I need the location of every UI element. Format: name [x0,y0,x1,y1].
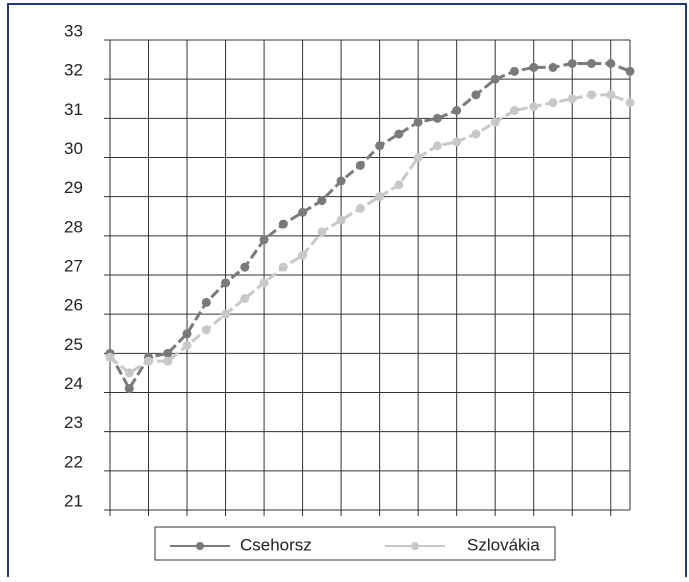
y-tick-label: 24 [64,374,83,393]
y-tick-label: 27 [64,256,83,275]
point [471,129,481,139]
point [355,160,365,170]
point [490,74,500,84]
point [336,215,346,225]
y-tick-label: 23 [64,413,83,432]
point [567,94,577,104]
point [471,90,481,100]
point [163,348,173,358]
point [413,153,423,162]
point [144,356,154,366]
point [375,141,385,151]
point [606,59,616,68]
point [259,278,269,288]
y-tick-label: 30 [64,139,83,158]
point [278,219,288,229]
point [298,250,308,260]
y-tick-label: 32 [64,61,83,80]
point [529,102,539,112]
point [182,341,192,350]
point [336,176,346,186]
y-tick-label: 29 [64,178,83,197]
point [278,262,288,272]
point [221,309,231,319]
point [201,325,211,335]
point [586,90,596,100]
point [625,98,635,108]
point [413,117,423,127]
legend [154,526,556,561]
point [432,141,442,151]
point [201,297,211,307]
point [490,117,500,127]
point [529,62,539,72]
point [259,235,269,245]
point [317,227,327,237]
point [163,356,173,366]
point [394,180,404,190]
point [452,106,462,115]
y-tick-label: 31 [64,100,83,119]
legend-label: Csehorsz [240,535,312,554]
legend-marker [411,542,419,550]
point [394,129,404,139]
y-tick-label: 22 [64,452,83,471]
y-tick-label: 28 [64,217,83,236]
point [548,62,558,72]
point [509,106,519,115]
point [432,113,442,123]
series-line [109,93,631,375]
point [124,384,134,394]
y-tick-label: 33 [64,21,83,40]
point [124,368,134,378]
point [317,196,327,206]
legend-label: Szlovákia [467,535,540,554]
point [182,329,192,339]
point [625,66,635,76]
point [586,59,596,68]
y-tick-label: 21 [64,491,83,510]
point [452,137,462,147]
point [240,262,250,272]
point [375,192,385,202]
point [509,66,519,76]
y-tick-label: 25 [64,335,83,354]
point [221,278,231,288]
point [240,294,250,303]
legend-marker [196,542,204,550]
series-line [108,62,631,392]
point [355,203,365,213]
point [105,352,115,362]
point [548,98,558,108]
point [567,59,577,68]
point [298,207,308,217]
y-tick-label: 26 [64,296,83,315]
point [606,90,616,100]
